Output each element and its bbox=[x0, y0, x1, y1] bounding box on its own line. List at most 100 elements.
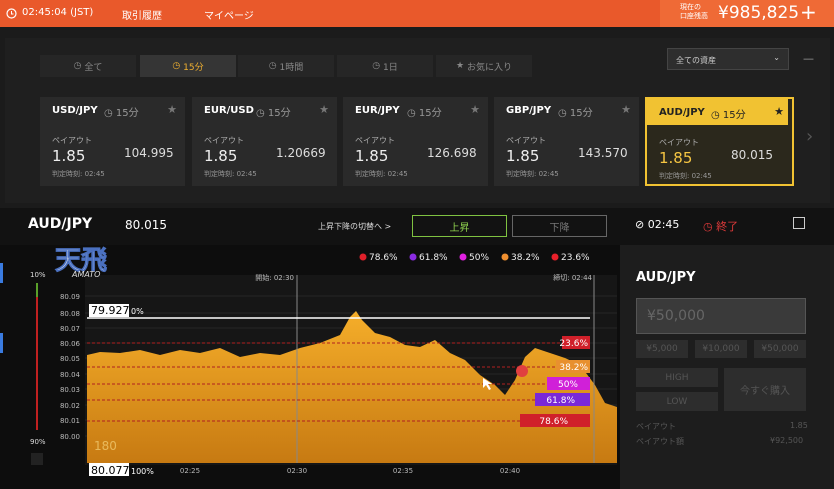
balance: ¥985,825 bbox=[718, 3, 800, 23]
nav-mypage[interactable]: マイページ bbox=[204, 11, 254, 22]
high-button[interactable]: HIGH bbox=[636, 368, 718, 387]
fib-tag-label: 78.6% bbox=[539, 417, 568, 427]
card-period-label: 15分 bbox=[115, 108, 139, 119]
fib-tag-label: 38.2% bbox=[559, 363, 588, 373]
nav-history[interactable]: 取引履歴 bbox=[122, 11, 162, 22]
card-payout-label: ペイアウト bbox=[506, 136, 546, 145]
fib-tag bbox=[556, 360, 590, 373]
asset-select[interactable]: 全ての資産 ⌄ bbox=[667, 48, 789, 70]
payout-amount-label: ペイアウト額 bbox=[636, 437, 684, 446]
tab-label: 15分 bbox=[183, 62, 204, 73]
order-panel bbox=[620, 245, 834, 489]
preset-label: ¥10,000 bbox=[702, 344, 740, 354]
low-button[interactable]: LOW bbox=[636, 392, 718, 411]
toggle-link[interactable]: 上昇下降の切替へ > bbox=[318, 222, 392, 231]
card-payout: 1.85 bbox=[659, 149, 693, 167]
buy-button[interactable]: 今すぐ購入 bbox=[724, 368, 806, 411]
preset[interactable]: ¥5,000 bbox=[636, 340, 688, 358]
card-deadline: 判定時刻: 02:45 bbox=[659, 172, 712, 180]
top-pct: 0% bbox=[131, 307, 144, 316]
y-label: 80.03 bbox=[60, 386, 80, 394]
trade-rate: 80.015 bbox=[125, 218, 167, 232]
minimize[interactable]: — bbox=[803, 52, 814, 65]
card-payout: 1.85 bbox=[355, 147, 389, 165]
legend-label: 23.6% bbox=[561, 253, 590, 263]
tab[interactable]: ◷ 1時間 bbox=[238, 55, 334, 77]
card-pair: EUR/USD bbox=[204, 105, 254, 116]
card-pair: GBP/JPY bbox=[506, 105, 552, 116]
legend-dot bbox=[501, 253, 509, 261]
card-rate: 1.20669 bbox=[276, 146, 326, 160]
card-period-label: 15分 bbox=[418, 108, 442, 119]
y-label: 80.08 bbox=[60, 310, 80, 318]
end[interactable]: ◷ 終了 bbox=[703, 220, 739, 233]
down-button[interactable]: 下降 bbox=[512, 215, 607, 237]
timer-label: 02:45 bbox=[647, 218, 680, 231]
faint-text: 180 bbox=[94, 439, 117, 453]
expand-icon[interactable] bbox=[793, 217, 805, 229]
next-arrow[interactable]: › bbox=[806, 126, 814, 147]
price-chart: 23.6% 38.2% 50% 61.8% 78.6% 80.09 80.08 … bbox=[30, 246, 617, 477]
y-label: 80.04 bbox=[60, 371, 81, 379]
y-label: 80.02 bbox=[60, 402, 80, 410]
asset-card-selected[interactable]: AUD/JPY ◷ 15分 ★ ペイアウト 1.85 80.015 判定時刻: … bbox=[645, 97, 794, 186]
asset-select-label: 全ての資産 bbox=[676, 56, 716, 65]
card-rate: 126.698 bbox=[427, 146, 477, 160]
card-period-label: 15分 bbox=[569, 108, 593, 119]
edge-marker bbox=[0, 263, 3, 283]
card-payout-label: ペイアウト bbox=[52, 136, 92, 145]
tab-label: お気に入り bbox=[466, 62, 512, 73]
tab[interactable]: ◷ 15分 bbox=[140, 55, 236, 77]
legend-label: 78.6% bbox=[369, 253, 398, 263]
slider-top: 10% bbox=[30, 271, 46, 279]
asset-card[interactable]: EUR/USD ◷ 15分 ★ ペイアウト 1.85 1.20669 判定時刻:… bbox=[192, 97, 337, 186]
balance-label: 現在の 口座残高 bbox=[680, 3, 708, 21]
favorite[interactable]: ★ bbox=[621, 103, 631, 116]
amount-input[interactable]: ¥50,000 bbox=[636, 298, 806, 334]
x-label: 02:35 bbox=[393, 467, 413, 475]
card-deadline: 判定時刻: 02:45 bbox=[355, 170, 408, 178]
trade-pair: AUD/JPY bbox=[28, 216, 93, 232]
card-period-label: 15分 bbox=[722, 110, 746, 121]
preset[interactable]: ¥50,000 bbox=[754, 340, 806, 358]
tab[interactable]: ★ お気に入り bbox=[436, 55, 532, 77]
top-price-box bbox=[89, 304, 129, 317]
x-label: 02:30 bbox=[287, 467, 307, 475]
high-label: HIGH bbox=[665, 372, 689, 383]
y-label: 80.07 bbox=[60, 325, 80, 333]
tab-label: 1日 bbox=[382, 62, 398, 73]
legend-label: 61.8% bbox=[419, 253, 448, 263]
legend-dot bbox=[359, 253, 367, 261]
asset-card[interactable]: EUR/JPY ◷ 15分 ★ ペイアウト 1.85 126.698 判定時刻:… bbox=[343, 97, 488, 186]
add-funds[interactable]: + bbox=[800, 0, 817, 24]
logo: 天飛 bbox=[55, 246, 107, 276]
card-pair: USD/JPY bbox=[52, 105, 98, 116]
panel-pair: AUD/JPY bbox=[636, 270, 696, 285]
y-label: 80.05 bbox=[60, 355, 80, 363]
card-rate: 143.570 bbox=[578, 146, 628, 160]
favorite[interactable]: ★ bbox=[167, 103, 177, 116]
tab[interactable]: ◷ 全て bbox=[40, 55, 136, 77]
favorite[interactable]: ★ bbox=[470, 103, 480, 116]
favorite[interactable]: ★ bbox=[774, 105, 784, 118]
start-label: 開始: 02:30 bbox=[255, 273, 294, 282]
close-label: 締切: 02:44 bbox=[553, 273, 592, 282]
favorite[interactable]: ★ bbox=[319, 103, 329, 116]
balance-label-line: 口座残高 bbox=[680, 12, 708, 20]
asset-card[interactable]: USD/JPY ◷ 15分 ★ ペイアウト 1.85 104.995 判定時刻:… bbox=[40, 97, 185, 186]
clock-icon bbox=[6, 8, 17, 19]
y-label: 80.06 bbox=[60, 340, 81, 348]
tab[interactable]: ◷ 1日 bbox=[337, 55, 433, 77]
fib-tag-label: 23.6% bbox=[559, 339, 588, 349]
slider-bottom: 90% bbox=[30, 438, 46, 446]
low-label: LOW bbox=[666, 396, 688, 407]
asset-card[interactable]: GBP/JPY ◷ 15分 ★ ペイアウト 1.85 143.570 判定時刻:… bbox=[494, 97, 639, 186]
preset[interactable]: ¥10,000 bbox=[695, 340, 747, 358]
bottom-price: 80.077 bbox=[91, 464, 130, 477]
clock-time: 02:45:04 (JST) bbox=[22, 7, 94, 18]
slider-close[interactable] bbox=[31, 453, 43, 465]
up-button[interactable]: 上昇 bbox=[412, 215, 507, 237]
legend-label: 38.2% bbox=[511, 253, 540, 263]
card-deadline: 判定時刻: 02:45 bbox=[52, 170, 105, 178]
